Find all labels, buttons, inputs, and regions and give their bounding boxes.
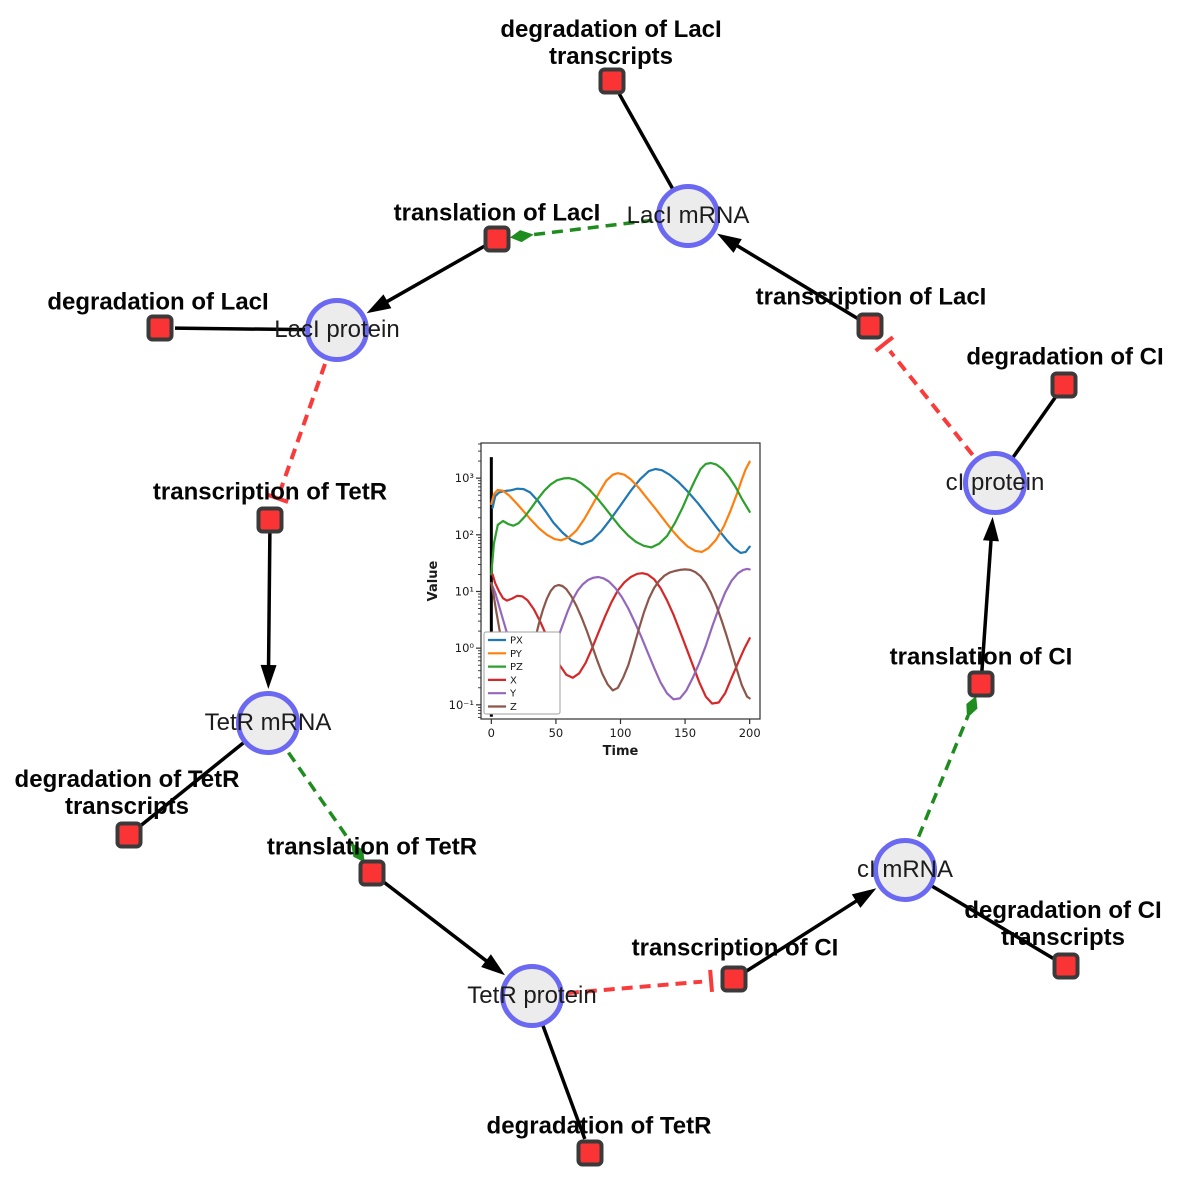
x-axis-label: Time [603,744,639,759]
legend-entry-Y: Y [509,689,517,700]
reaction-node-deg-ci[interactable] [1050,371,1078,399]
edge-production-transcription-laci-to-laci-mrna [717,233,871,328]
edge-production-transcription-ci-to-ci-mrna [733,888,877,981]
x-axis: 0 50 100 150 200 [488,719,761,740]
y-axis-label: Value [426,560,441,601]
series-line-PZ [490,461,751,576]
legend-entry-PZ: PZ [510,662,523,673]
svg-text:0: 0 [488,726,495,740]
reaction-node-transcription-tetr[interactable] [256,506,284,534]
svg-text:100: 100 [610,726,632,740]
reaction-node-transcription-ci[interactable] [720,965,748,993]
series-line-PX [491,467,751,555]
chart-legend: PX PY PZ XYZ [483,631,561,715]
reaction-node-translation-tetr[interactable] [358,859,386,887]
legend-entry-PY: PY [510,649,523,660]
reaction-node-translation-laci[interactable] [483,225,511,253]
reaction-node-deg-laci[interactable] [146,314,174,342]
reaction-node-deg-laci-transcripts[interactable] [598,67,626,95]
svg-text:50: 50 [549,726,564,740]
svg-text:10⁻¹: 10⁻¹ [449,698,474,712]
svg-text:150: 150 [674,726,696,740]
reaction-node-translation-ci[interactable] [967,670,995,698]
reaction-node-deg-tetr-transcripts[interactable] [115,821,143,849]
species-node-tetr-mrna[interactable] [236,691,300,755]
edge-production-translation-laci-to-laci-protein [366,237,498,314]
svg-text:10²: 10² [455,528,474,542]
inset-chart: 0 50 100 150 20010⁻¹10⁰10¹10²10³TimeValuePXP… [426,442,761,759]
svg-text:10⁰: 10⁰ [455,641,475,655]
reaction-node-transcription-laci[interactable] [856,312,884,340]
legend-entry-Z: Z [510,702,517,713]
chart-series [490,460,751,705]
species-node-tetr-protein[interactable] [500,964,564,1028]
y-axis: 10⁻¹ 10⁰ 10¹ 10² 10³ [449,443,481,718]
species-node-ci-protein[interactable] [963,451,1027,515]
edge-production-translation-ci-to-ci-protein [979,516,999,685]
svg-text:200: 200 [739,726,761,740]
series-line-X [491,572,751,705]
reaction-node-deg-tetr[interactable] [576,1139,604,1167]
species-node-ci-mrna[interactable] [873,838,937,902]
svg-text:10³: 10³ [455,471,475,485]
edge-production-transcription-tetr-to-tetr-mrna [260,519,277,690]
legend-entry-X: X [510,675,517,686]
species-node-laci-mrna[interactable] [656,184,720,248]
species-node-laci-protein[interactable] [305,298,369,362]
edge-production-translation-tetr-to-tetr-protein [370,871,506,976]
reaction-node-deg-ci-transcripts[interactable] [1052,952,1080,980]
svg-text:10¹: 10¹ [455,584,474,598]
legend-entry-PX: PX [510,636,523,647]
